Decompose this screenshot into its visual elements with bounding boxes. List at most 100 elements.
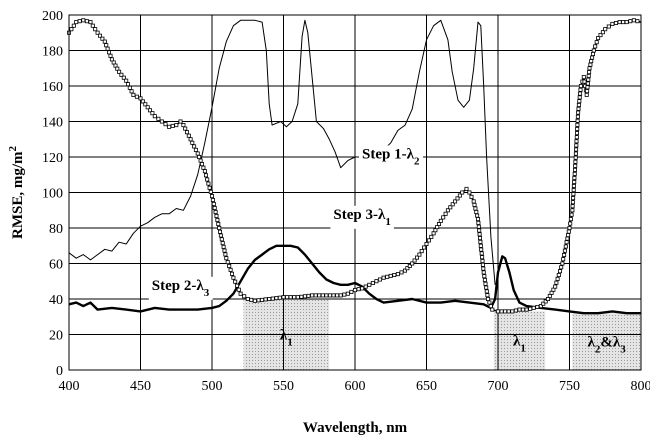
data-point-marker [541, 301, 546, 306]
y-tick-label: 140 [42, 116, 63, 131]
data-point-marker [559, 265, 564, 270]
x-tick-label: 600 [345, 379, 366, 394]
data-point-marker [562, 252, 567, 257]
data-point-marker [90, 23, 95, 28]
data-point-marker [188, 137, 193, 142]
data-point-marker [249, 297, 254, 302]
data-point-marker [441, 215, 446, 220]
data-point-marker [577, 99, 582, 104]
shaded-region-2 [493, 311, 546, 370]
data-point-marker [399, 270, 404, 275]
y-tick-labels: 0 20 40 60 80 100 120 140 160 180 200 [42, 9, 63, 379]
data-point-marker [197, 154, 202, 159]
data-point-marker [574, 147, 579, 152]
annotation-text: Step 3-λ1 [333, 207, 390, 228]
data-point-marker [422, 245, 427, 250]
data-point-marker [566, 233, 571, 238]
data-point-marker [569, 212, 574, 217]
x-tick-labels: 400 450 500 550 600 650 700 750 800 [59, 379, 650, 394]
data-point-marker [528, 306, 533, 311]
y-tick-label: 120 [42, 151, 63, 166]
data-point-marker [402, 268, 407, 273]
data-point-marker [228, 267, 233, 272]
data-point-marker [126, 82, 131, 87]
y-tick-label: 40 [49, 293, 63, 308]
data-point-marker [221, 244, 226, 249]
y-tick-label: 80 [49, 222, 63, 237]
data-point-marker [574, 139, 579, 144]
y-tick-label: 0 [56, 364, 63, 379]
data-point-marker [370, 280, 375, 285]
data-point-marker [190, 140, 195, 145]
data-point-marker [566, 229, 571, 234]
data-point-marker [572, 171, 577, 176]
data-point-marker [571, 192, 576, 197]
data-point-marker [443, 211, 448, 216]
data-point-marker [562, 248, 567, 253]
series-markers-3 [67, 18, 640, 314]
x-tick-label: 700 [488, 379, 509, 394]
data-point-marker [575, 122, 580, 127]
data-point-marker [199, 162, 204, 167]
data-point-marker [479, 247, 484, 252]
shaded-region-3 [572, 313, 641, 370]
data-point-marker [88, 20, 93, 25]
data-point-marker [306, 293, 311, 298]
data-point-marker [216, 221, 221, 226]
series-line-1 [68, 19, 496, 285]
data-point-marker [478, 239, 483, 244]
data-point-marker [124, 78, 129, 83]
data-point-marker [414, 255, 419, 260]
data-point-marker [215, 217, 220, 222]
data-point-marker [356, 287, 361, 292]
data-point-marker [490, 307, 495, 312]
data-point-marker [193, 147, 198, 152]
data-point-marker [467, 190, 472, 195]
data-point-marker [363, 284, 368, 289]
data-point-marker [575, 127, 580, 132]
data-point-marker [475, 217, 480, 222]
data-point-marker [377, 277, 382, 282]
series-line-2 [68, 244, 641, 315]
data-point-marker [570, 200, 575, 205]
data-point-marker [535, 304, 540, 309]
data-point-marker [184, 130, 189, 135]
data-point-marker [140, 99, 145, 104]
data-point-marker [585, 89, 590, 94]
data-point-marker [603, 27, 608, 32]
data-point-marker [445, 208, 450, 213]
annotation-background [148, 276, 213, 300]
data-point-marker [624, 20, 629, 25]
data-point-marker [424, 241, 429, 246]
data-point-marker [553, 284, 558, 289]
data-point-marker [570, 208, 575, 213]
data-point-marker [202, 169, 207, 174]
data-point-marker [578, 84, 583, 89]
data-point-marker [524, 307, 529, 312]
data-point-marker [93, 27, 98, 32]
data-point-marker [578, 91, 583, 96]
data-point-marker [233, 279, 238, 284]
x-tick-label: 450 [130, 379, 151, 394]
data-point-marker [108, 53, 113, 58]
data-point-marker [223, 252, 228, 257]
data-point-marker [81, 18, 86, 23]
data-point-marker [388, 273, 393, 278]
data-point-marker [558, 269, 563, 274]
data-point-marker [591, 52, 596, 57]
data-point-marker [317, 293, 322, 298]
data-point-marker [349, 289, 354, 294]
data-point-marker [331, 293, 336, 298]
y-tick-label: 60 [49, 258, 63, 273]
data-point-marker [419, 249, 424, 254]
data-point-marker [575, 118, 580, 123]
data-point-marker [210, 197, 215, 202]
data-point-marker [488, 304, 493, 309]
data-point-marker [483, 281, 488, 286]
data-point-marker [426, 238, 431, 243]
data-point-marker [374, 279, 379, 284]
data-point-marker [590, 55, 595, 60]
data-point-marker [561, 257, 566, 262]
data-point-marker [327, 293, 332, 298]
data-point-marker [217, 225, 222, 230]
